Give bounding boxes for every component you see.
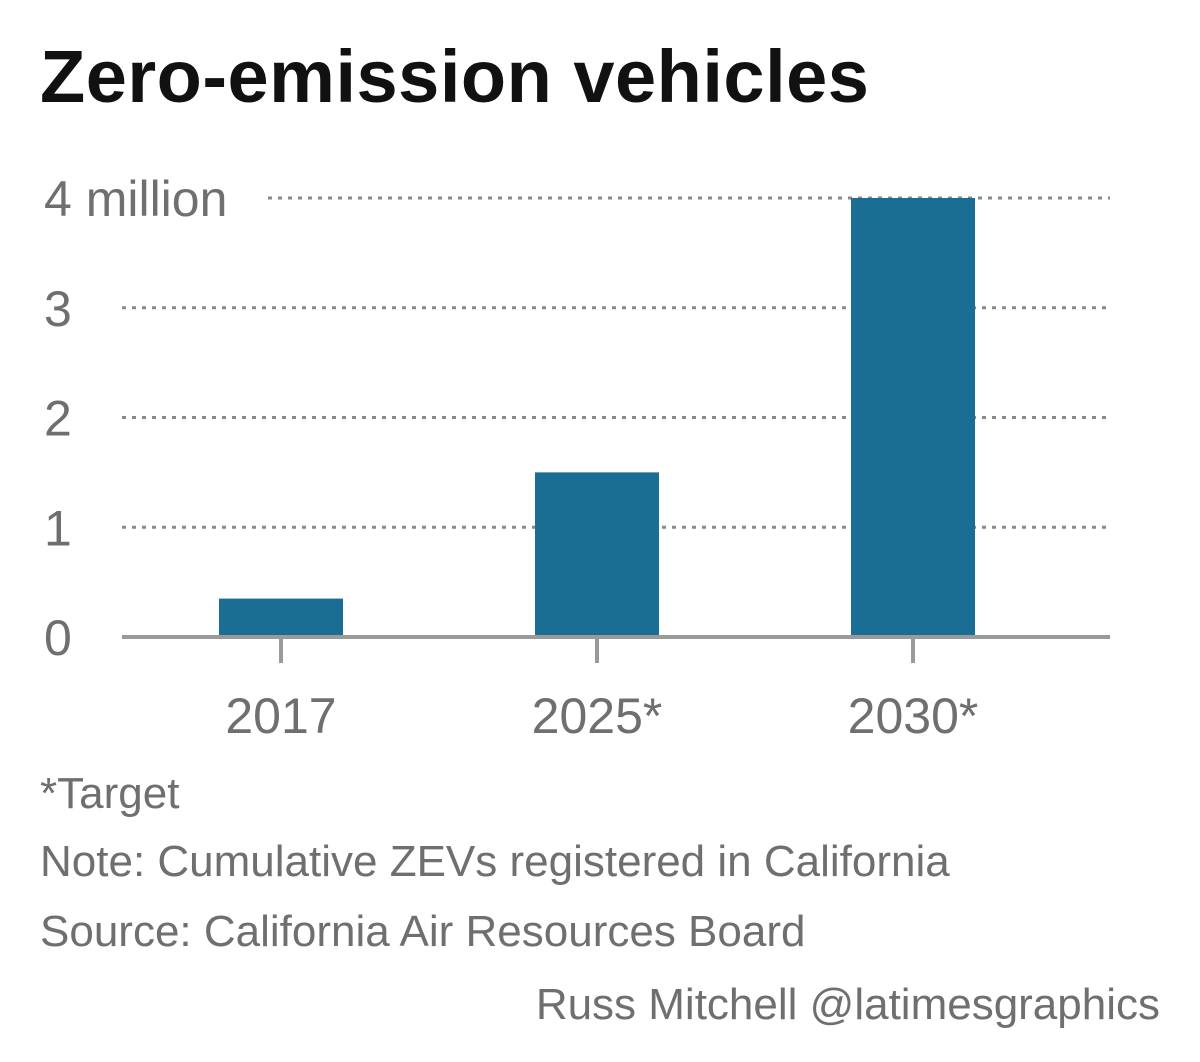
target-footnote: *Target xyxy=(40,769,180,818)
x-axis xyxy=(122,635,1110,663)
bar-2025 xyxy=(535,472,659,637)
chart-title: Zero-emission vehicles xyxy=(40,35,870,118)
credit-text: Russ Mitchell @latimesgraphics xyxy=(535,980,1160,1029)
x-tick-label: 2030* xyxy=(848,688,979,744)
note-text: Note: Cumulative ZEVs registered in Cali… xyxy=(40,837,950,886)
bar-2017 xyxy=(219,598,343,637)
y-tick-label: 3 xyxy=(44,281,72,337)
y-axis-tick-labels: 0 1 2 3 4 million xyxy=(44,171,227,666)
source-text: Source: California Air Resources Board xyxy=(40,907,806,956)
y-tick-label: 0 xyxy=(44,610,72,666)
bar-2030 xyxy=(851,198,975,637)
y-tick-label: 1 xyxy=(44,500,72,556)
x-tick-label: 2025* xyxy=(532,688,663,744)
y-tick-label: 4 million xyxy=(44,171,227,227)
y-tick-label: 2 xyxy=(44,391,72,447)
bars xyxy=(219,198,975,637)
x-axis-tick-labels: 2017 2025* 2030* xyxy=(225,688,978,744)
bar-chart: 0 1 2 3 4 million 2017 2025* 2030* xyxy=(44,171,1110,744)
x-tick-label: 2017 xyxy=(225,688,336,744)
